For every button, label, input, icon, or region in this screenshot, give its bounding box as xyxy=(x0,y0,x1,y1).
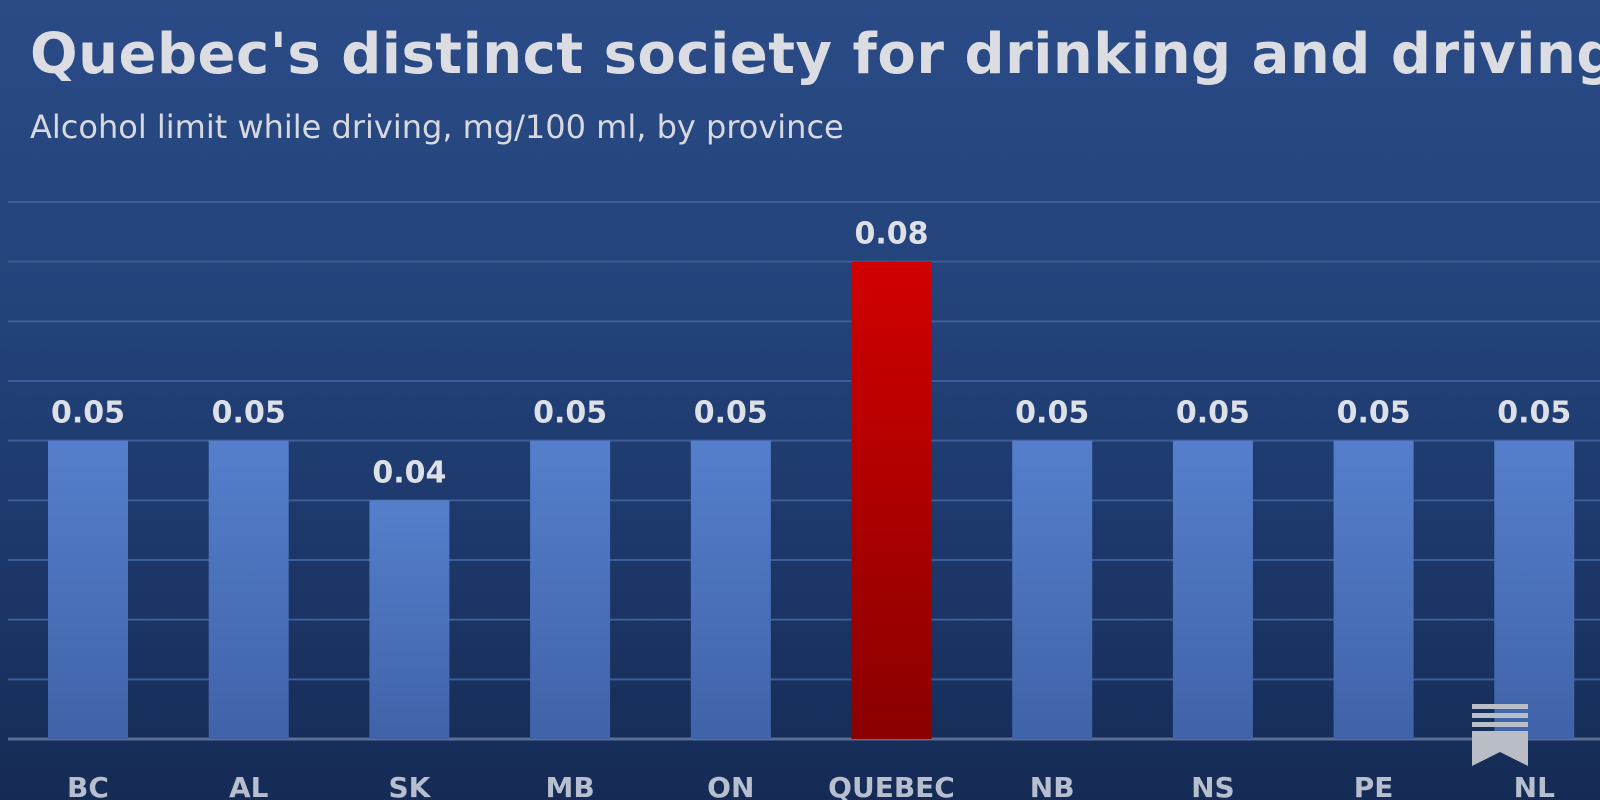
x-tick-sk: SK xyxy=(388,771,431,800)
data-label-ns: 0.05 xyxy=(1176,396,1250,431)
bar-on xyxy=(690,440,771,739)
x-tick-al: AL xyxy=(229,771,269,800)
chart-title: Quebec's distinct society for drinking a… xyxy=(30,22,1600,87)
bar-nb xyxy=(1012,440,1093,739)
bar-nl xyxy=(1494,440,1575,739)
bar-al xyxy=(208,440,289,739)
data-label-sk: 0.04 xyxy=(372,455,446,490)
x-tick-quebec: QUEBEC xyxy=(828,771,955,800)
bars xyxy=(48,261,1575,739)
data-label-quebec: 0.08 xyxy=(854,217,928,252)
x-tick-on: ON xyxy=(707,771,754,800)
data-labels: 0.05 0.05 0.04 0.05 0.05 0.08 0.05 0.05 0.05 0.05 xyxy=(51,217,1571,491)
chart-subtitle: Alcohol limit while driving, mg/100 ml, … xyxy=(30,108,844,146)
bar-ns xyxy=(1172,440,1253,739)
x-tick-mb: MB xyxy=(545,771,594,800)
data-label-mb: 0.05 xyxy=(533,396,607,431)
data-label-bc: 0.05 xyxy=(51,396,125,431)
data-label-on: 0.05 xyxy=(694,396,768,431)
data-label-nb: 0.05 xyxy=(1015,396,1089,431)
x-tick-bc: BC xyxy=(67,771,109,800)
x-tick-ns: NS xyxy=(1191,771,1235,800)
bar-quebec xyxy=(851,261,932,739)
data-label-al: 0.05 xyxy=(212,396,286,431)
bar-mb xyxy=(530,440,611,739)
x-tick-labels: BC AL SK MB ON QUEBEC NB NS PE NL xyxy=(67,771,1555,800)
bar-sk xyxy=(369,500,450,739)
x-tick-pe: PE xyxy=(1354,771,1394,800)
bar-pe xyxy=(1333,440,1414,739)
bar-bc xyxy=(48,440,128,739)
data-label-pe: 0.05 xyxy=(1337,396,1411,431)
bookmark-icon[interactable] xyxy=(1470,702,1530,768)
x-tick-nl: NL xyxy=(1514,771,1555,800)
data-label-nl: 0.05 xyxy=(1497,396,1571,431)
x-tick-nb: NB xyxy=(1030,771,1075,800)
